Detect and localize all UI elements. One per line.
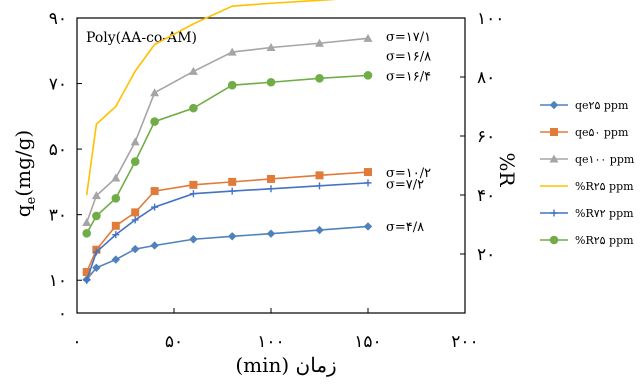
legend-label: %R۲۵ ppm xyxy=(575,234,634,247)
data-point xyxy=(188,66,198,75)
x-axis-title: زمان (min) xyxy=(235,353,336,377)
y-right-tick-label: ۴۰ xyxy=(477,186,495,206)
data-point xyxy=(112,231,120,239)
data-point xyxy=(315,171,324,180)
data-point xyxy=(130,157,140,166)
data-point xyxy=(227,47,237,56)
legend-label: qe۵۰ ppm xyxy=(575,126,629,139)
legend-marker xyxy=(549,235,559,245)
data-point xyxy=(266,229,276,238)
y-left-title-base: q xyxy=(11,204,35,217)
data-point xyxy=(189,190,197,198)
data-point xyxy=(228,187,236,195)
y-right-tick-label: ۲۰ xyxy=(477,245,495,265)
data-point xyxy=(227,80,237,90)
data-point xyxy=(111,221,120,230)
x-tick-label: ۱۵۰ xyxy=(354,332,381,352)
chart-title: Poly(AA-co-AM) xyxy=(86,30,197,46)
data-point xyxy=(83,276,91,284)
y-left-axis-title: qe(mg/g) xyxy=(11,130,39,217)
data-point xyxy=(131,208,140,217)
series-line-5 xyxy=(86,74,369,234)
data-point xyxy=(150,187,159,196)
legend-marker xyxy=(549,154,559,163)
data-point xyxy=(267,185,275,193)
series-line-3 xyxy=(85,0,338,196)
data-point xyxy=(189,180,198,189)
sigma-annotation: σ=۱۰/۲ xyxy=(386,166,431,181)
x-tick-label: ۲۰۰ xyxy=(451,332,478,352)
data-point xyxy=(130,137,140,146)
series-line-2 xyxy=(85,37,369,223)
data-point xyxy=(82,268,91,277)
y-right-tick-label: ۶۰ xyxy=(477,127,495,147)
data-point xyxy=(150,88,160,97)
y-left-title-unit: (mg/g) xyxy=(11,130,35,197)
y-right-tick-label: ۸۰ xyxy=(477,68,495,88)
data-point xyxy=(151,203,159,211)
sigma-annotation: σ=۱۶/۸ xyxy=(386,50,431,65)
legend-marker xyxy=(550,128,558,136)
sigma-annotation: σ=۱۶/۴ xyxy=(386,69,431,84)
data-point xyxy=(92,211,101,221)
y-left-tick-label: ۷۰ xyxy=(49,75,67,95)
data-point xyxy=(267,174,275,183)
sigma-annotation: σ=۴/۸ xyxy=(386,220,424,235)
data-point xyxy=(131,216,139,224)
data-point xyxy=(189,235,198,244)
series-line-0 xyxy=(86,225,369,281)
data-point xyxy=(363,33,373,42)
data-point xyxy=(316,182,323,190)
legend-label: %R۲۵ ppm xyxy=(575,180,634,193)
data-point xyxy=(315,225,324,235)
legend-marker xyxy=(550,209,558,217)
data-point xyxy=(364,168,372,177)
y-left-title-sub: e xyxy=(24,196,39,204)
x-tick-label: ۱۰۰ xyxy=(257,332,284,352)
data-point xyxy=(91,191,101,200)
data-point xyxy=(131,244,140,254)
data-point xyxy=(189,103,198,113)
data-point xyxy=(111,173,121,182)
data-point xyxy=(228,232,237,241)
data-point xyxy=(150,117,159,126)
data-point xyxy=(266,77,276,87)
data-point xyxy=(363,71,373,80)
data-point xyxy=(92,248,100,256)
series-line-1 xyxy=(85,171,369,273)
data-point xyxy=(315,74,324,83)
data-point xyxy=(315,38,324,47)
y-right-axis-title: %R xyxy=(495,152,519,187)
data-point xyxy=(228,177,237,186)
data-point xyxy=(266,43,276,51)
y-right-tick-label: ۱۰۰ xyxy=(477,9,504,29)
legend-label: qe۲۵ ppm xyxy=(575,99,629,112)
y-left-tick-label: ۱۰ xyxy=(49,271,67,291)
legend-label: qe۱۰۰ ppm xyxy=(575,153,635,166)
data-point xyxy=(92,263,101,272)
y-left-tick-label: ۳۰ xyxy=(49,206,67,226)
y-left-tick-label: ۰ xyxy=(58,304,67,324)
x-tick-label: ۵۰ xyxy=(165,332,183,352)
x-tick-label: ۰ xyxy=(72,332,81,352)
series-line-4 xyxy=(85,182,369,281)
data-point xyxy=(111,193,121,203)
data-point xyxy=(111,255,120,264)
sigma-annotation: σ=۷/۲ xyxy=(386,178,424,193)
data-point xyxy=(82,218,92,227)
data-point xyxy=(363,222,373,231)
sigma-annotation: σ=۱۷/۱ xyxy=(386,30,431,45)
y-left-tick-label: ۵۰ xyxy=(49,140,67,160)
data-point xyxy=(150,241,159,250)
data-point xyxy=(82,229,91,238)
legend-marker xyxy=(549,100,559,110)
legend-label: %R۷۲ ppm xyxy=(575,207,634,220)
y-left-tick-label: ۹۰ xyxy=(49,9,67,29)
data-point xyxy=(364,179,372,187)
